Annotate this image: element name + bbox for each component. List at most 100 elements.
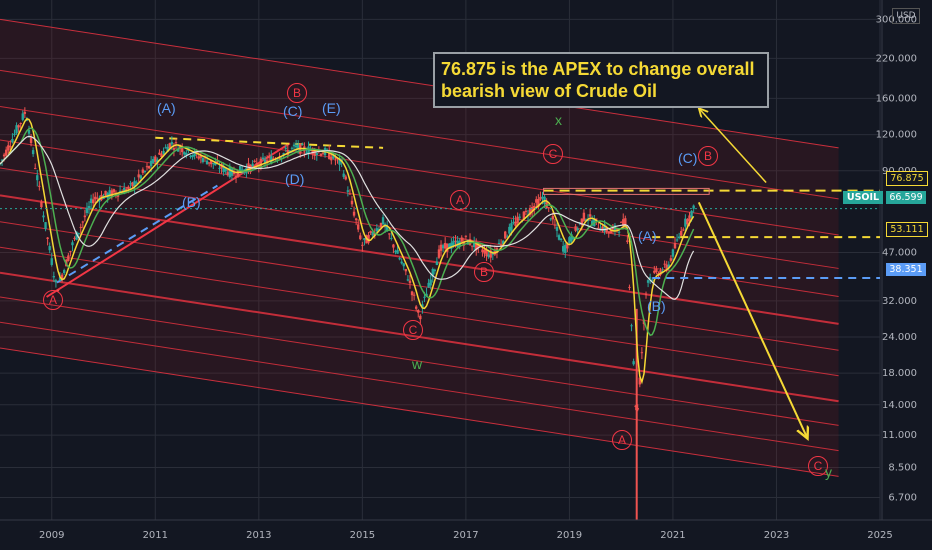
candle-body <box>77 232 80 235</box>
candle-body <box>23 111 27 114</box>
wave-line-yellow-dash <box>155 136 384 149</box>
candle-body <box>379 222 383 228</box>
candle-body <box>181 147 184 153</box>
wave-label-A-2020: A <box>612 430 632 450</box>
candle-body <box>470 245 474 247</box>
candle-body <box>381 217 385 225</box>
candle-body <box>42 215 45 218</box>
symbol-tag: USOIL <box>843 191 883 204</box>
candle-body <box>228 167 232 178</box>
candle-body <box>212 162 215 165</box>
candle-body <box>52 276 56 278</box>
apex-note[interactable]: 76.875 is the APEX to change overall bea… <box>433 52 769 108</box>
wave-label-blue-C-2021: (C) <box>678 150 698 166</box>
wave-label-A-2015: A <box>450 190 470 210</box>
candle-body <box>263 159 267 164</box>
candle-body <box>686 219 689 225</box>
ma-short-line <box>0 117 695 385</box>
candle-body <box>619 221 623 223</box>
candle-body <box>427 282 430 288</box>
candle-body <box>29 136 33 144</box>
candle-body <box>516 216 519 223</box>
channel-line <box>0 296 839 426</box>
candle-body <box>19 122 22 124</box>
candle-body <box>692 205 695 209</box>
candle-body <box>168 143 171 149</box>
candle-body <box>247 163 250 170</box>
candle-body <box>71 242 74 246</box>
candle-body <box>21 113 24 120</box>
candle-body <box>205 160 209 165</box>
candle-body <box>562 246 565 252</box>
candle-body <box>667 264 670 268</box>
candle-body <box>677 236 681 239</box>
channel-line <box>0 221 839 351</box>
candle-body <box>630 325 633 327</box>
candle-body <box>118 190 122 192</box>
candle-body <box>58 277 62 281</box>
price-tag-mid: 53.111 <box>886 222 928 237</box>
candle-body <box>626 240 629 242</box>
price-tick-label: 18.000 <box>882 368 917 379</box>
price-tick-label: 32.000 <box>882 296 917 307</box>
candle-body <box>400 261 403 264</box>
candle-body <box>475 241 478 250</box>
candle-body <box>83 215 87 218</box>
candle-body <box>305 152 308 154</box>
candle-body <box>230 168 234 176</box>
candle-body <box>636 408 639 410</box>
candle-body <box>570 234 573 242</box>
candle-body <box>357 224 360 230</box>
candle-body <box>369 231 372 233</box>
candle-body <box>193 151 196 157</box>
candle-body <box>497 242 501 245</box>
candle-body <box>392 244 395 248</box>
candle-body <box>13 133 16 136</box>
level-box-apex <box>543 187 710 195</box>
candle-body <box>162 151 165 154</box>
candle-body <box>27 129 31 134</box>
candle-body <box>396 249 399 254</box>
channel-line <box>0 194 839 325</box>
candle-body <box>36 175 39 181</box>
candle-body <box>648 277 652 279</box>
candle-body <box>294 145 298 148</box>
candle-body <box>586 219 590 221</box>
candle-body <box>632 361 635 365</box>
candle-body <box>54 280 58 283</box>
candle-body <box>431 268 434 277</box>
wave-label-B-2016: B <box>474 262 494 282</box>
candle-body <box>588 214 592 217</box>
channel-line <box>0 347 839 477</box>
candle-body <box>640 352 644 354</box>
candle-body <box>40 201 43 208</box>
candle-body <box>659 270 662 275</box>
candle-body <box>462 241 466 246</box>
candle-body <box>615 229 619 231</box>
candle-body <box>377 228 381 230</box>
candle-body <box>547 207 550 209</box>
candle-body <box>172 148 176 150</box>
candle-body <box>5 149 8 156</box>
candle-body <box>158 152 161 155</box>
candle-body <box>576 228 579 231</box>
candle-body <box>69 250 72 252</box>
candle-body <box>267 156 271 158</box>
candle-body <box>404 269 408 272</box>
candle-body <box>450 242 453 249</box>
candle-body <box>512 221 515 224</box>
candle-body <box>350 200 354 205</box>
candle-body <box>402 263 405 267</box>
candle-body <box>96 197 99 199</box>
candle-body <box>210 160 213 165</box>
channel-line <box>0 167 839 297</box>
candle-body <box>292 144 296 147</box>
wave-label-C-future: C <box>808 456 828 476</box>
candle-body <box>518 216 521 218</box>
channel-line <box>0 321 839 452</box>
wave-label-blue-B-2020: (B) <box>647 298 666 314</box>
candle-body <box>406 279 410 281</box>
candle-body <box>9 146 12 148</box>
channel-fill <box>0 19 839 477</box>
